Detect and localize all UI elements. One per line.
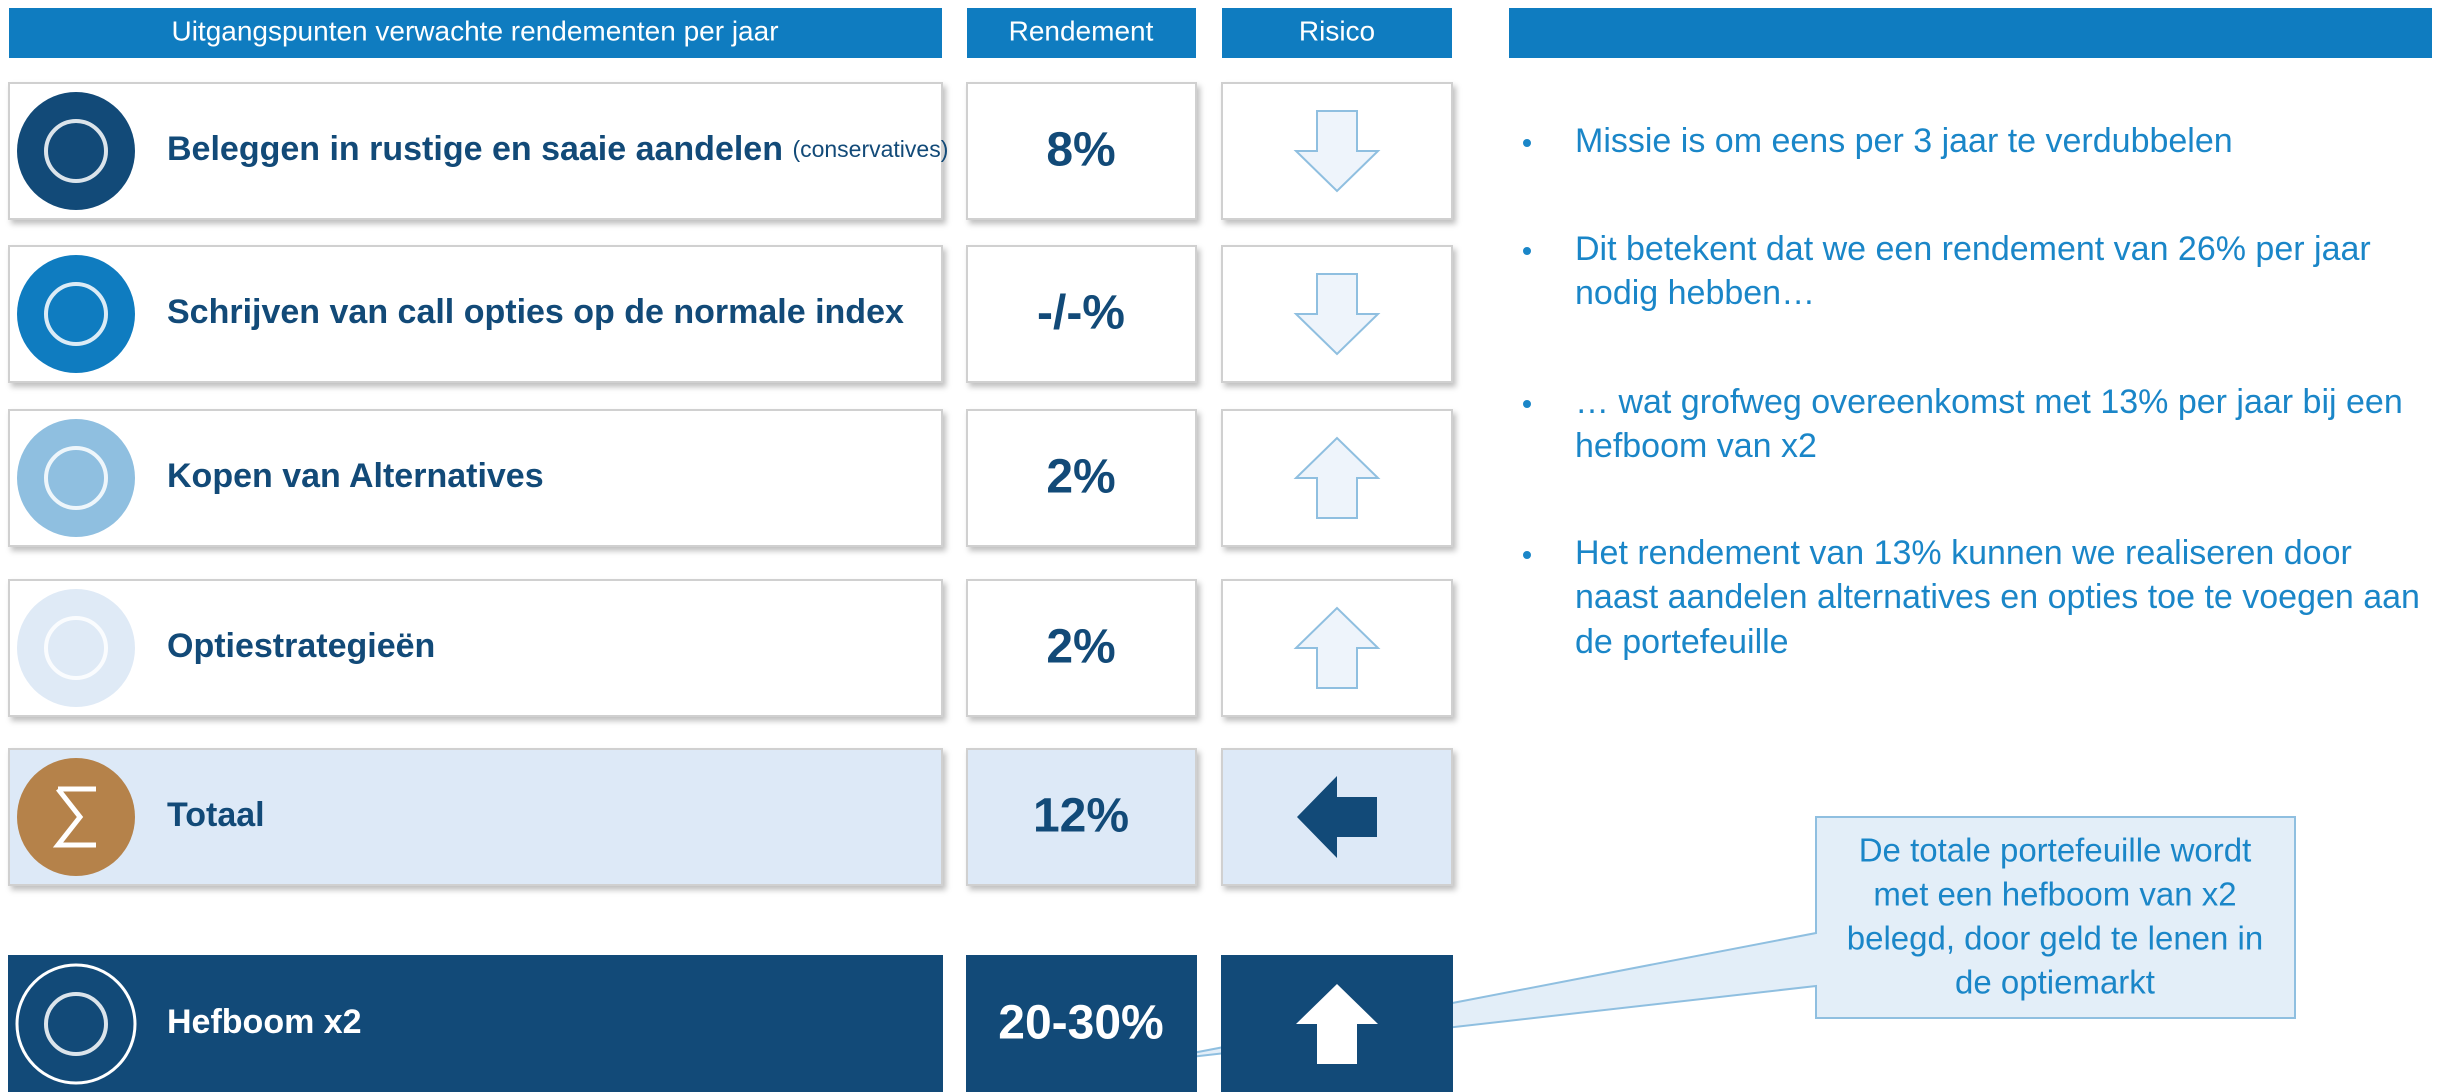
label-text: Beleggen in rustige en saaie aandelen [167,130,783,168]
risk-arrow [1293,436,1381,519]
label-box [8,82,943,220]
row-value: 8% [1046,124,1115,177]
bullet-text: de portefeuille [1575,623,1789,661]
bullet-text: Missie is om eens per 3 jaar te verdubbe… [1575,122,2233,160]
value-box [966,82,1197,220]
icon [17,419,135,537]
value-box [966,245,1197,383]
callout-text: belegd, door geld te lenen in [1847,920,2264,957]
label-text: Hefboom x2 [167,1003,362,1041]
bullet-dot [1523,551,1531,559]
risk-arrow [1296,984,1378,1064]
label-text: Kopen van Alternatives [167,457,544,495]
label-text: Schrijven van call opties op de normale … [167,293,904,331]
callout-text: de optiemarkt [1955,964,2155,1001]
row-label: Beleggen in rustige en saaie aandelen (c… [167,130,948,168]
value-box [966,409,1197,547]
row-label: Schrijven van call opties op de normale … [167,293,904,331]
risk-arrow [1293,273,1381,356]
bullet-text: … wat grofweg overeenkomst met 13% per j… [1575,383,2403,421]
row-value: 2% [1046,621,1115,674]
label-box [8,579,943,717]
icon [15,963,137,1085]
label-box [8,409,943,547]
value-box [966,955,1197,1092]
row-value: 12% [1033,790,1129,843]
callout-text: met een hefboom van x2 [1873,876,2236,913]
label-note: (conservatives) [792,136,948,162]
icon [17,758,135,876]
label-box [8,245,943,383]
bullet-text: Het rendement van 13% kunnen we realiser… [1575,534,2352,572]
callout [1145,816,2296,1063]
row-label: Kopen van Alternatives [167,457,544,495]
row-value: 20-30% [998,997,1163,1050]
label-box [8,955,943,1092]
row-label: Optiestrategieën [167,627,435,665]
bullet-text: naast aandelen alternatives en opties to… [1575,578,2420,616]
icon-glyph [44,119,108,183]
icon [17,589,135,707]
row-label: Hefboom x2 [167,1003,362,1041]
risk-arrow [1297,776,1377,858]
icon [17,92,135,210]
icon-glyph [44,282,108,346]
label-box [8,748,943,886]
row-label: Totaal [167,796,265,834]
label-text: Optiestrategieën [167,627,435,665]
bullet-text: hefboom van x2 [1575,427,1817,465]
bullet-dot [1523,139,1531,147]
value-box [966,748,1197,886]
icon-glyph [44,446,108,510]
header-bar [9,8,942,58]
header-bar [1509,8,2432,58]
risk-arrow [1293,606,1381,689]
sigma-icon [52,786,96,848]
label-text: Totaal [167,796,265,834]
bullet-text: nodig hebben… [1575,274,1815,312]
bullet-dot [1523,247,1531,255]
callout-text: De totale portefeuille wordt [1859,832,2252,869]
header: Risico [1299,15,1375,46]
header-bar [967,8,1196,58]
bullet-text: Dit betekent dat we een rendement van 26… [1575,230,2371,268]
value-box [966,579,1197,717]
bullet-dot [1523,400,1531,408]
row-value: -/-% [1037,287,1125,340]
header: Rendement [1009,15,1154,46]
header-bar [1222,8,1452,58]
icon-glyph [44,992,108,1056]
icon-glyph [44,616,108,680]
icon [17,255,135,373]
risk-arrow [1293,110,1381,193]
header: Uitgangspunten verwachte rendementen per… [171,15,778,46]
row-value: 2% [1046,451,1115,504]
